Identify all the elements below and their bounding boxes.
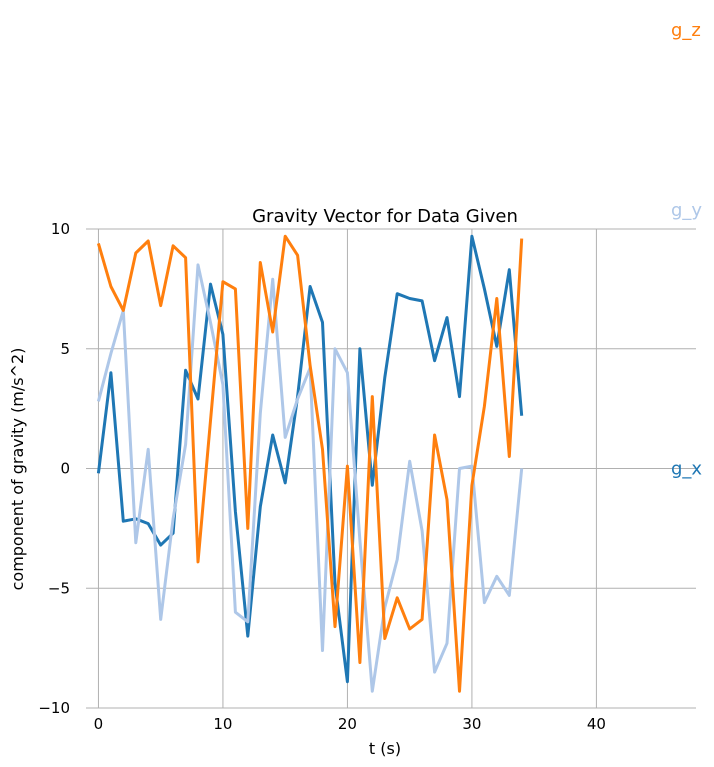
y-tick-label: 5 [60, 340, 70, 358]
x-tick-label: 30 [462, 715, 481, 733]
series-label-g-y: g_y [671, 200, 702, 221]
y-tick-label: −5 [48, 579, 70, 597]
chart-title: Gravity Vector for Data Given [252, 206, 518, 227]
series-line-g-z [96, 234, 524, 693]
series-label-g-x: g_x [671, 459, 702, 480]
x-tick-label: 20 [338, 715, 357, 733]
x-tick-label: 10 [213, 715, 232, 733]
series-label-g-z: g_z [671, 20, 701, 41]
y-axis-label: component of gravity (m/s^2) [8, 348, 27, 591]
y-axis-ticks: −10 −5 0 5 10 [38, 220, 70, 717]
y-tick-label: 0 [60, 460, 70, 478]
series-line-g-x [96, 234, 524, 684]
y-tick-label: 10 [51, 220, 70, 238]
series-labels: g_x g_y g_z [671, 20, 702, 479]
grid [86, 228, 696, 709]
x-tick-label: 40 [587, 715, 606, 733]
x-axis-ticks: 0 10 20 30 40 [94, 715, 606, 733]
y-tick-label: −10 [38, 699, 70, 717]
x-axis-label: t (s) [369, 739, 401, 758]
x-tick-label: 0 [94, 715, 104, 733]
series-line-g-y [96, 263, 524, 693]
series-lines [96, 234, 524, 693]
